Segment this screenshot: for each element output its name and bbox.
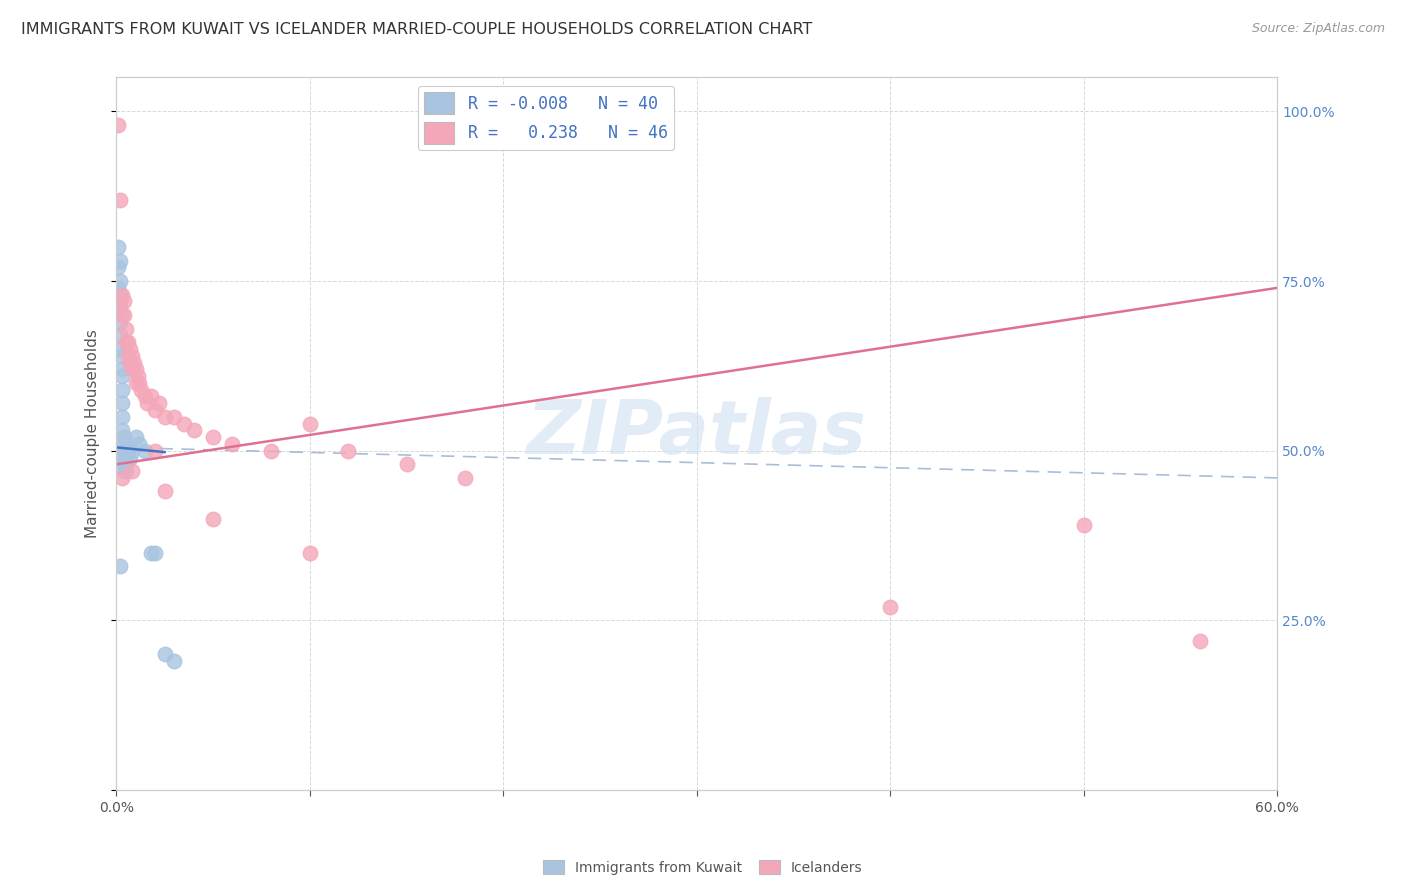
Point [153, 648, 176, 662]
Point [134, 389, 156, 403]
Point [118, 450, 141, 465]
Point [1073, 518, 1095, 533]
Legend: R = -0.008   N = 40, R =   0.238   N = 46: R = -0.008 N = 40, R = 0.238 N = 46 [418, 86, 673, 150]
Point [108, 253, 131, 268]
Point [112, 443, 135, 458]
Point [121, 362, 143, 376]
Point [111, 287, 134, 301]
Point [136, 396, 159, 410]
Point [139, 389, 162, 403]
Point [108, 287, 131, 301]
Point [153, 484, 176, 499]
Point [112, 430, 135, 444]
Text: ZIPatlas: ZIPatlas [527, 397, 866, 470]
Point [115, 458, 138, 472]
Point [121, 464, 143, 478]
Point [111, 362, 134, 376]
Point [118, 342, 141, 356]
Point [107, 118, 129, 132]
Point [108, 559, 131, 574]
Point [117, 443, 139, 458]
Text: Source: ZipAtlas.com: Source: ZipAtlas.com [1251, 22, 1385, 36]
Point [143, 545, 166, 559]
Point [202, 511, 225, 525]
Point [107, 260, 129, 275]
Point [108, 315, 131, 329]
Point [298, 545, 321, 559]
Point [111, 409, 134, 424]
Point [108, 342, 131, 356]
Point [112, 294, 135, 309]
Point [108, 301, 131, 316]
Point [131, 383, 153, 397]
Point [111, 471, 134, 485]
Y-axis label: Married-couple Households: Married-couple Households [86, 329, 100, 538]
Point [153, 409, 176, 424]
Point [111, 369, 134, 384]
Point [115, 450, 138, 465]
Point [121, 349, 143, 363]
Point [395, 458, 418, 472]
Point [112, 443, 135, 458]
Point [107, 281, 129, 295]
Point [221, 437, 243, 451]
Point [107, 240, 129, 254]
Text: IMMIGRANTS FROM KUWAIT VS ICELANDER MARRIED-COUPLE HOUSEHOLDS CORRELATION CHART: IMMIGRANTS FROM KUWAIT VS ICELANDER MARR… [21, 22, 813, 37]
Point [173, 417, 195, 431]
Point [108, 193, 131, 207]
Point [115, 464, 138, 478]
Point [112, 437, 135, 451]
Point [118, 355, 141, 369]
Point [143, 403, 166, 417]
Point [453, 471, 475, 485]
Legend: Immigrants from Kuwait, Icelanders: Immigrants from Kuwait, Icelanders [537, 855, 869, 880]
Point [879, 599, 901, 614]
Point [111, 424, 134, 438]
Point [1188, 633, 1211, 648]
Point [121, 443, 143, 458]
Point [117, 349, 139, 363]
Point [122, 355, 145, 369]
Point [112, 458, 135, 472]
Point [139, 545, 162, 559]
Point [134, 443, 156, 458]
Point [124, 376, 146, 390]
Point [108, 328, 131, 343]
Point [111, 396, 134, 410]
Point [112, 308, 135, 322]
Point [111, 308, 134, 322]
Point [111, 349, 134, 363]
Point [111, 383, 134, 397]
Point [337, 443, 360, 458]
Point [115, 443, 138, 458]
Point [163, 409, 186, 424]
Point [143, 443, 166, 458]
Point [127, 369, 149, 384]
Point [108, 294, 131, 309]
Point [260, 443, 283, 458]
Point [202, 430, 225, 444]
Point [108, 274, 131, 288]
Point [183, 424, 205, 438]
Point [298, 417, 321, 431]
Point [124, 430, 146, 444]
Point [128, 376, 150, 390]
Point [107, 294, 129, 309]
Point [117, 335, 139, 350]
Point [112, 450, 135, 465]
Point [148, 396, 170, 410]
Point [115, 335, 138, 350]
Point [128, 437, 150, 451]
Point [163, 654, 186, 668]
Point [112, 464, 135, 478]
Point [124, 362, 146, 376]
Point [115, 321, 138, 335]
